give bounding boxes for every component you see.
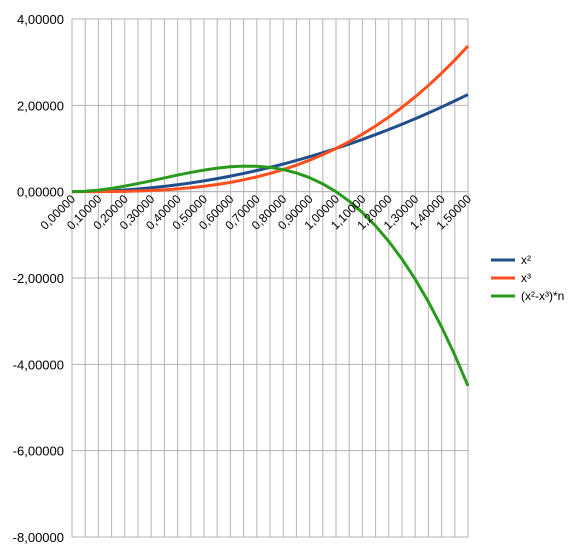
x-axis-tick-labels: 0,000000,100000,200000,300000,400000,500… xyxy=(38,192,475,233)
series-line-3 xyxy=(71,164,470,387)
y-tick-label: -6,00000 xyxy=(13,444,64,459)
y-tick-label: 2,00000 xyxy=(17,98,64,113)
y-tick-label: 4,00000 xyxy=(17,12,64,27)
series-line-2 xyxy=(71,44,470,194)
grid-lines xyxy=(71,18,469,538)
legend: x² x³ (x²-x³)*n xyxy=(491,253,564,303)
series-lines xyxy=(71,44,470,387)
legend-label: (x²-x³)*n xyxy=(521,289,564,303)
legend-label: x² xyxy=(521,253,531,267)
y-axis-tick-labels: 4,00000 2,00000 0,00000 -2,00000 -4,00000 -6,… xyxy=(13,12,64,545)
legend-label: x³ xyxy=(521,271,531,285)
y-tick-label: -2,00000 xyxy=(13,271,64,286)
y-tick-label: -4,00000 xyxy=(13,357,64,372)
y-tick-label: -8,00000 xyxy=(13,530,64,545)
y-tick-label: 0,00000 xyxy=(17,185,64,200)
